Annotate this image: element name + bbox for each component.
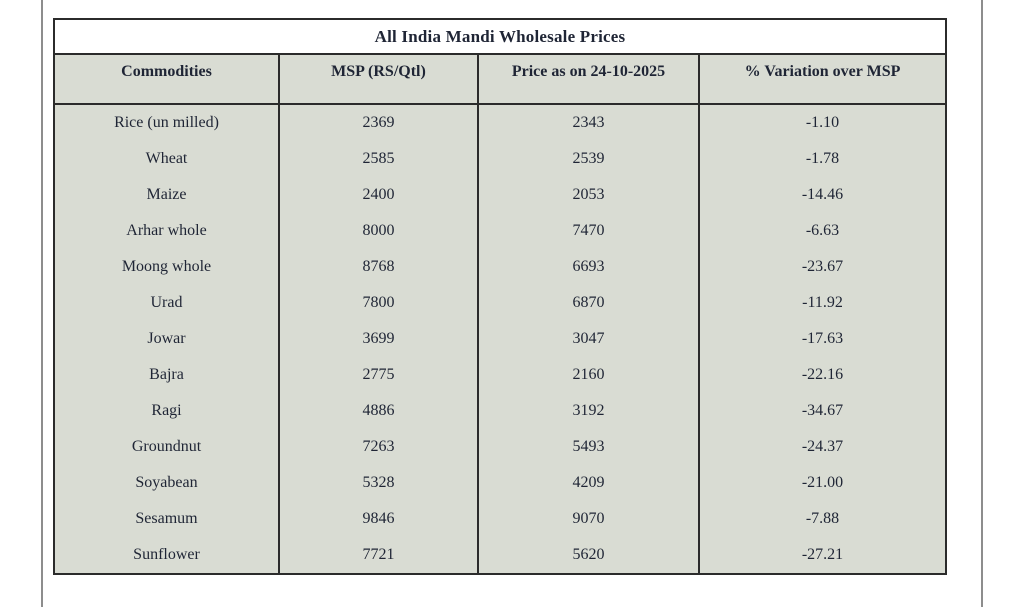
cell-variation: -27.21 [697,537,948,574]
mandi-prices-table: All India Mandi Wholesale Prices Commodi… [53,18,948,575]
table-row: Jowar 3699 3047 -17.63 [53,321,948,357]
cell-variation: -11.92 [697,285,948,321]
table-header-row: Commodities MSP (RS/Qtl) Price as on 24-… [53,54,948,105]
cell-commodity: Moong whole [53,249,280,285]
cell-msp: 5328 [278,465,479,501]
table-row: Bajra 2775 2160 -22.16 [53,357,948,393]
cell-price: 4209 [477,465,700,501]
table-row: Groundnut 7263 5493 -24.37 [53,429,948,465]
cell-msp: 4886 [278,393,479,429]
cell-commodity: Jowar [53,321,280,357]
cell-price: 5620 [477,537,700,574]
cell-msp: 8000 [278,213,479,249]
table-row: Arhar whole 8000 7470 -6.63 [53,213,948,249]
table-row: Moong whole 8768 6693 -23.67 [53,249,948,285]
cell-commodity: Bajra [53,357,280,393]
cell-price: 2160 [477,357,700,393]
page-margin-rule-right [981,0,983,607]
cell-msp: 2585 [278,141,479,177]
cell-msp: 3699 [278,321,479,357]
cell-msp: 7800 [278,285,479,321]
cell-variation: -23.67 [697,249,948,285]
table-row: Maize 2400 2053 -14.46 [53,177,948,213]
cell-msp: 2400 [278,177,479,213]
column-header-price: Price as on 24-10-2025 [477,54,700,105]
cell-variation: -6.63 [697,213,948,249]
cell-msp: 8768 [278,249,479,285]
cell-commodity: Sesamum [53,501,280,537]
cell-msp: 2369 [278,104,479,141]
table-row: Rice (un milled) 2369 2343 -1.10 [53,104,948,141]
cell-msp: 7721 [278,537,479,574]
cell-variation: -1.10 [697,104,948,141]
cell-price: 3192 [477,393,700,429]
prices-table-container: All India Mandi Wholesale Prices Commodi… [53,18,948,575]
column-header-commodities: Commodities [53,54,280,105]
cell-price: 2343 [477,104,700,141]
cell-msp: 7263 [278,429,479,465]
cell-variation: -7.88 [697,501,948,537]
page-margin-rule-left [41,0,43,607]
cell-variation: -22.16 [697,357,948,393]
column-header-variation: % Variation over MSP [697,54,948,105]
cell-price: 2539 [477,141,700,177]
cell-variation: -34.67 [697,393,948,429]
cell-commodity: Maize [53,177,280,213]
table-row: Sunflower 7721 5620 -27.21 [53,537,948,574]
table-row: Soyabean 5328 4209 -21.00 [53,465,948,501]
cell-commodity: Arhar whole [53,213,280,249]
table-row: Urad 7800 6870 -11.92 [53,285,948,321]
cell-variation: -17.63 [697,321,948,357]
cell-price: 7470 [477,213,700,249]
cell-variation: -1.78 [697,141,948,177]
table-body: Rice (un milled) 2369 2343 -1.10 Wheat 2585 25… [53,104,948,574]
table-row: Wheat 2585 2539 -1.78 [53,141,948,177]
cell-variation: -21.00 [697,465,948,501]
cell-variation: -24.37 [697,429,948,465]
cell-commodity: Rice (un milled) [53,104,280,141]
cell-commodity: Wheat [53,141,280,177]
cell-commodity: Sunflower [53,537,280,574]
cell-commodity: Ragi [53,393,280,429]
cell-msp: 9846 [278,501,479,537]
cell-price: 2053 [477,177,700,213]
table-row: Sesamum 9846 9070 -7.88 [53,501,948,537]
table-title: All India Mandi Wholesale Prices [54,19,947,55]
cell-price: 3047 [477,321,700,357]
cell-variation: -14.46 [697,177,948,213]
cell-price: 5493 [477,429,700,465]
column-header-msp: MSP (RS/Qtl) [278,54,479,105]
table-row: Ragi 4886 3192 -34.67 [53,393,948,429]
table-title-row: All India Mandi Wholesale Prices [54,19,947,55]
cell-price: 6870 [477,285,700,321]
cell-price: 9070 [477,501,700,537]
cell-price: 6693 [477,249,700,285]
cell-commodity: Urad [53,285,280,321]
cell-commodity: Groundnut [53,429,280,465]
cell-commodity: Soyabean [53,465,280,501]
cell-msp: 2775 [278,357,479,393]
